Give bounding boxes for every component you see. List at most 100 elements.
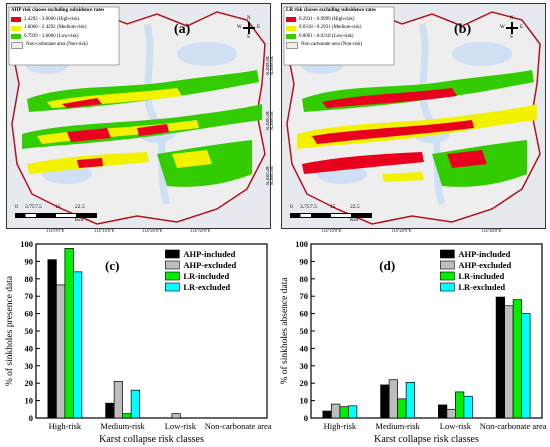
y-axis-label: % of sinkholes absence data bbox=[279, 277, 290, 385]
non-risk-swatch bbox=[286, 42, 298, 49]
legend-label: LR-excluded bbox=[458, 282, 505, 292]
scale-tick: 22.5 bbox=[350, 204, 360, 210]
medium-risk-swatch bbox=[11, 25, 21, 31]
map-legend-title: LR risk classes excluding subsidence rat… bbox=[286, 8, 376, 13]
map-legend: AHP risk classes excluding subsidence ra… bbox=[11, 8, 119, 49]
map-b-lon-labels: 114°10'0"E 114°20'0"E 114°40'0"E bbox=[281, 228, 544, 236]
x-tick-label: Medium-risk bbox=[100, 421, 145, 431]
bar-lr-excluded bbox=[463, 395, 473, 419]
y-tick-label: 70 bbox=[25, 291, 34, 301]
legend-item-low: 0.7939 - 1.6060 (Low-risk) bbox=[11, 34, 119, 41]
y-tick-label: 0 bbox=[29, 413, 33, 423]
legend-swatch bbox=[165, 282, 180, 292]
compass-s: S bbox=[510, 35, 513, 40]
lat-label: 30°20'0"N bbox=[268, 166, 274, 185]
scale-tick: 3.75 bbox=[300, 204, 310, 210]
medium-risk-swatch bbox=[286, 25, 296, 31]
lon-label: 114°10'0"E bbox=[94, 228, 115, 233]
legend-item-label: 0.0318 - 0.2931 (Medium-risk) bbox=[299, 25, 362, 30]
bar-ahp-excluded bbox=[171, 413, 181, 419]
legend-swatch bbox=[440, 282, 455, 292]
bar-ahp-excluded bbox=[504, 305, 514, 419]
map-panel-label: (b) bbox=[454, 22, 472, 37]
scale-bar-graphic bbox=[290, 213, 372, 218]
bar-ahp-excluded bbox=[113, 381, 123, 419]
bar-lr-included bbox=[122, 413, 132, 419]
risk-belts bbox=[297, 70, 537, 187]
legend-item-high: 2.4292 - 3.0000 (High-risk) bbox=[11, 17, 119, 24]
legend-label: LR-included bbox=[458, 271, 504, 281]
legend-swatch bbox=[165, 271, 180, 281]
bar-ahp-included bbox=[495, 296, 505, 419]
x-tick-label: Low-risk bbox=[440, 421, 472, 431]
non-risk-swatch bbox=[11, 42, 23, 49]
map-a-svg bbox=[7, 4, 270, 228]
y-tick-label: 60 bbox=[25, 309, 34, 319]
y-tick-label: 20 bbox=[300, 378, 309, 388]
legend-swatch bbox=[165, 249, 180, 259]
bar-lr-included bbox=[397, 398, 407, 419]
scale-bar: 0 3.75 7.5 15 22.5 Km bbox=[15, 204, 97, 224]
compass: N S W E bbox=[237, 16, 260, 40]
y-axis-label: % of sinkholes presence data bbox=[4, 275, 15, 386]
legend-label: AHP-included bbox=[183, 249, 235, 259]
legend-item-label: 1.6060 - 2.4292 (Medium-risk) bbox=[24, 25, 87, 30]
legend-swatch bbox=[440, 271, 455, 281]
lon-label: 114°40'0"E bbox=[481, 228, 502, 233]
scale-tick: 3.75 bbox=[25, 204, 35, 210]
bar-lr-included bbox=[64, 247, 74, 419]
bar-ahp-included bbox=[380, 384, 390, 419]
bar-lr-excluded bbox=[405, 381, 415, 419]
x-tick-label: Non-carbonate area bbox=[480, 421, 547, 431]
map-legend-title: AHP risk classes excluding subsidence ra… bbox=[11, 8, 105, 13]
y-tick-label: 80 bbox=[300, 274, 309, 284]
legend-label: AHP-excluded bbox=[458, 260, 511, 270]
compass-n: N bbox=[247, 16, 251, 21]
bar-ahp-excluded bbox=[331, 403, 341, 419]
scale-tick: 0 bbox=[290, 204, 293, 210]
y-tick-label: 30 bbox=[300, 361, 309, 371]
scale-tick: 7.5 bbox=[310, 204, 317, 210]
scale-tick: 22.5 bbox=[75, 204, 85, 210]
lon-label: 114°30'0"E bbox=[190, 228, 211, 233]
lon-label: 114°20'0"E bbox=[391, 228, 412, 233]
scale-tick: 0 bbox=[15, 204, 18, 210]
scale-tick: 7.5 bbox=[35, 204, 42, 210]
bar-ahp-excluded bbox=[56, 284, 66, 419]
legend-item-medium: 1.6060 - 2.4292 (Medium-risk) bbox=[11, 25, 119, 32]
x-tick-label: High-risk bbox=[49, 421, 82, 431]
legend-label: AHP-included bbox=[458, 249, 510, 259]
bar-lr-excluded bbox=[348, 405, 358, 419]
bar-ahp-excluded bbox=[388, 379, 398, 419]
y-tick-label: 20 bbox=[25, 378, 34, 388]
bar-lr-excluded bbox=[521, 313, 531, 419]
x-tick-label: Non-carbonate area bbox=[205, 421, 272, 431]
lat-label: 30°30'0"N bbox=[268, 111, 274, 130]
legend-label: LR-excluded bbox=[183, 282, 230, 292]
low-risk-swatch bbox=[11, 34, 21, 40]
legend-item-label: 2.4292 - 3.0000 (High-risk) bbox=[24, 16, 80, 22]
y-tick-label: 0 bbox=[304, 413, 308, 423]
y-tick-label: 10 bbox=[25, 396, 34, 406]
bar-chart-d: 0 10 20 30 40 50 60 70 80 90 100 % of sinkholes abs… bbox=[279, 239, 547, 445]
legend-item-label: 0.0001 - 0.0318 (Low-risk) bbox=[299, 33, 354, 39]
legend-label: LR-included bbox=[183, 271, 229, 281]
compass-s: S bbox=[247, 35, 250, 40]
scale-unit: Km bbox=[350, 217, 359, 223]
compass-w: W bbox=[500, 25, 505, 30]
lon-label: 114°10'0"E bbox=[321, 228, 342, 233]
compass-n: N bbox=[510, 16, 514, 21]
legend-item-label: 0.7939 - 1.6060 (Low-risk) bbox=[24, 33, 79, 39]
y-tick-label: 100 bbox=[295, 239, 308, 249]
compass-e: E bbox=[520, 25, 524, 30]
bar-lr-included bbox=[512, 299, 522, 419]
map-legend-box bbox=[283, 6, 395, 66]
legend-item-label: Non-carbonate area (Non-risk) bbox=[26, 42, 88, 48]
scale-unit: Km bbox=[75, 217, 84, 223]
bar-lr-included bbox=[455, 391, 465, 419]
legend-item-label: 0.2931 - 0.9999 (High-risk) bbox=[299, 16, 355, 22]
scale-bar: 0 3.75 7.5 15 22.5 Km bbox=[290, 204, 372, 224]
compass-bar bbox=[243, 27, 255, 29]
y-tick-label: 30 bbox=[25, 361, 34, 371]
compass-w: W bbox=[237, 25, 242, 30]
